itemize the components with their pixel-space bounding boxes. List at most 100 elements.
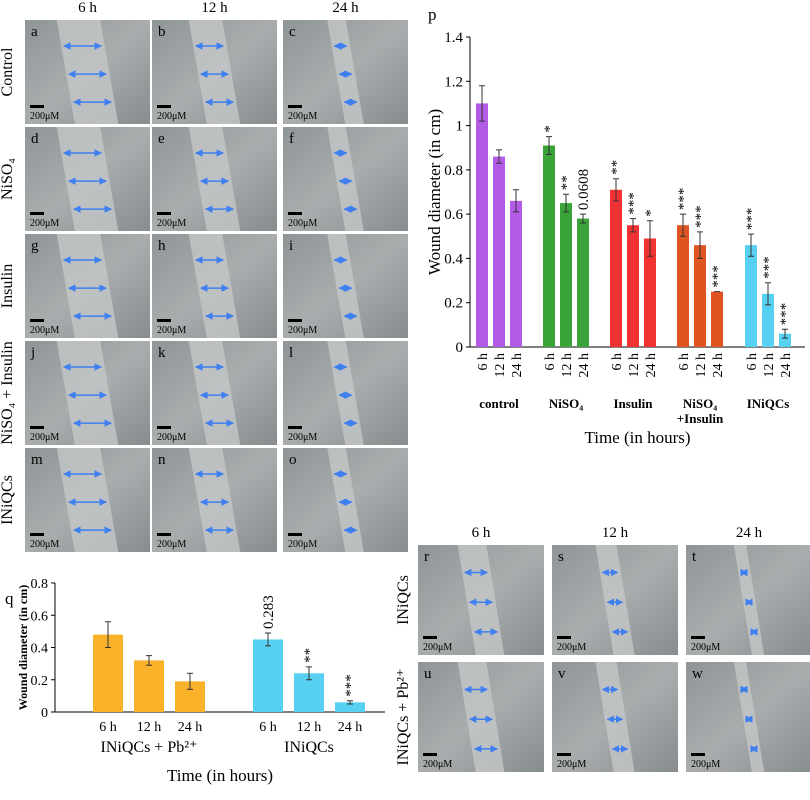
group-label: control (479, 396, 519, 411)
y-axis-label: Wound diameter (in cm) (425, 109, 444, 275)
scale-bar (30, 105, 44, 108)
panel-letter: v (558, 666, 566, 682)
significance-label: * (643, 209, 659, 217)
panel-letter: g (31, 238, 39, 254)
significance-label: *** (626, 192, 642, 215)
bar (577, 218, 589, 347)
error-bar (647, 220, 653, 257)
scale-bar (30, 212, 44, 215)
y-tick-label: 0 (41, 706, 48, 721)
scale-bar (157, 533, 171, 536)
bar (762, 293, 774, 347)
group-label: INiQCs (284, 739, 334, 756)
scale-bar-label: 200μM (557, 642, 586, 653)
panel-letter: u (424, 666, 432, 682)
significance-label: ** (559, 175, 575, 190)
group-label: NiSO₄ +Insulin (677, 396, 723, 426)
significance-label: *** (761, 256, 777, 279)
x-tick-label: 24 h (178, 720, 203, 735)
group-label: NiSO₄ (549, 396, 583, 411)
x-tick-label: 24 h (711, 353, 726, 378)
scale-bar (30, 426, 44, 429)
error-bar (146, 655, 152, 666)
scale-bar-label: 200μM (30, 111, 59, 122)
bar (694, 245, 706, 347)
error-bar (630, 218, 636, 233)
y-tick-label: 0.2 (31, 674, 49, 689)
error-bar (580, 213, 586, 224)
significance-label: ** (609, 160, 625, 175)
scale-bar-label: 200μM (288, 539, 317, 550)
scale-bar-label: 200μM (30, 539, 59, 550)
row-label: NiSO₄ (0, 158, 16, 200)
scale-bar (423, 636, 437, 639)
row-label: INiQCs (395, 575, 412, 625)
bar (335, 702, 365, 712)
row-label: INiQCs + Pb²⁺ (395, 669, 412, 766)
bar (560, 203, 572, 347)
group-label-text: INiQCs (746, 396, 790, 411)
group-label-text: control (479, 396, 519, 411)
error-bar (563, 193, 569, 213)
x-tick-label: 24 h (779, 353, 794, 378)
x-tick-label: 12 h (493, 353, 508, 378)
scale-bar (423, 753, 437, 756)
bar (677, 225, 689, 347)
x-tick-label: 24 h (577, 353, 592, 378)
scale-bar (557, 636, 571, 639)
significance-label: * (542, 125, 558, 133)
error-bar (765, 282, 771, 306)
y-tick-label: 0.4 (31, 642, 49, 657)
scale-bar-label: 200μM (157, 325, 186, 336)
scale-bar-label: 200μM (157, 111, 186, 122)
y-tick-label: 0.6 (31, 609, 49, 624)
row-label: Insulin (0, 264, 16, 308)
panel-letter: m (31, 452, 43, 468)
error-bar (187, 672, 193, 690)
panel-letter: f (289, 131, 294, 147)
significance-label: ** (302, 648, 318, 663)
column-header: 6 h (472, 525, 491, 541)
x-tick-label: 24 h (338, 720, 363, 735)
bar (253, 639, 283, 712)
error-bar (306, 666, 312, 681)
error-bar (265, 632, 271, 647)
scale-bar-label: 200μM (691, 759, 720, 770)
x-tick-label: 6 h (677, 353, 692, 371)
scale-bar-label: 200μM (557, 759, 586, 770)
error-bar (613, 178, 619, 202)
error-bar (546, 136, 552, 155)
bar (476, 103, 488, 347)
panel-letter: d (31, 131, 39, 147)
scale-bar (30, 533, 44, 536)
bar (510, 200, 522, 347)
error-bar (680, 213, 686, 237)
significance-label: *** (343, 674, 359, 697)
scale-bar-label: 200μM (30, 218, 59, 229)
error-bar (479, 85, 485, 122)
x-tick-label: 12 h (560, 353, 575, 378)
y-axis-label: Wound diameter (in cm) (16, 585, 30, 710)
scale-bar (557, 753, 571, 756)
bar (779, 333, 791, 347)
error-bar (513, 189, 519, 213)
significance-label: *** (778, 303, 794, 326)
scale-bar-label: 200μM (288, 111, 317, 122)
scale-bar (691, 753, 705, 756)
scale-bar (30, 319, 44, 322)
error-bar (105, 621, 111, 648)
column-header: 24 h (332, 0, 359, 16)
panel-letter: e (158, 131, 165, 147)
significance-label: 0.0608 (576, 169, 592, 210)
column-header: 12 h (201, 0, 228, 16)
bar (610, 189, 622, 347)
column-header: 24 h (736, 525, 763, 541)
x-tick-label: 6 h (99, 720, 117, 735)
y-tick-label: 0 (456, 340, 464, 356)
scale-bar (288, 105, 302, 108)
bar (745, 245, 757, 347)
panel-letter: b (158, 24, 166, 40)
panel-letter: l (289, 345, 293, 361)
scale-bar (157, 319, 171, 322)
